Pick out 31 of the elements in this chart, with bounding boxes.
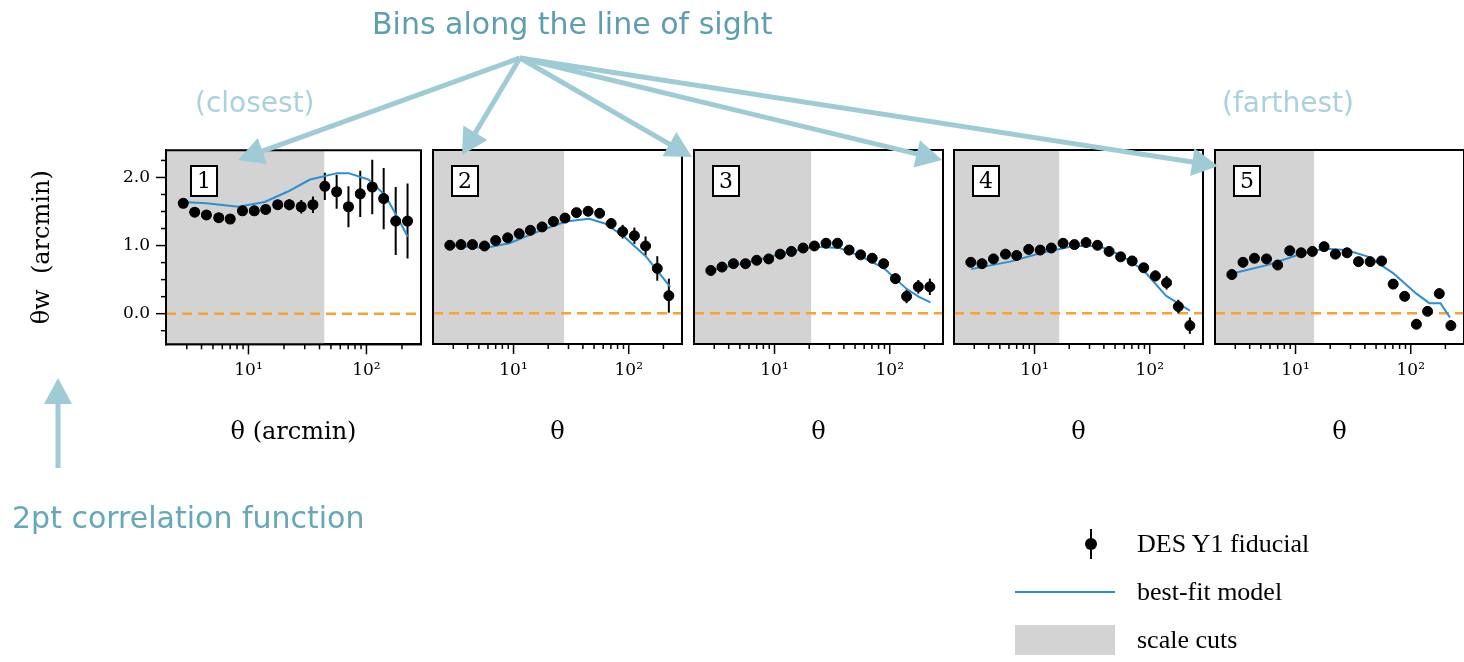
text: Bins along the line of sight bbox=[372, 6, 773, 41]
x-axis-title: θ bbox=[550, 416, 565, 445]
x-tick-label: 10² bbox=[1396, 358, 1425, 379]
y-axis-title: θw (arcmin) bbox=[26, 170, 55, 325]
legend-label: scale cuts bbox=[1137, 625, 1238, 655]
legend-label: DES Y1 fiducial bbox=[1137, 529, 1310, 559]
x-tick-label: 10¹ bbox=[760, 358, 789, 379]
x-tick-label: 10² bbox=[1135, 358, 1164, 379]
x-tick-label: 10² bbox=[614, 358, 643, 379]
annotation: 3 bbox=[712, 165, 740, 197]
legend-label: best-fit model bbox=[1137, 577, 1283, 607]
x-axis-title: θ bbox=[1332, 416, 1347, 445]
text: 2pt correlation function bbox=[12, 500, 365, 535]
x-axis-title: θ bbox=[811, 416, 826, 445]
y-tick-label: 2.0 bbox=[122, 165, 150, 186]
annotation: 4 bbox=[972, 165, 1000, 197]
x-tick-label: 10¹ bbox=[1020, 358, 1049, 379]
y-tick-label: 0.0 bbox=[122, 301, 150, 322]
x-tick-label: 10² bbox=[875, 358, 904, 379]
x-tick-label: 10² bbox=[352, 358, 381, 379]
y-tick-label: 1.0 bbox=[122, 233, 150, 254]
text: (farthest) bbox=[1222, 86, 1354, 119]
annotation: 1 bbox=[190, 165, 218, 197]
x-axis-title: θ (arcmin) bbox=[230, 417, 357, 446]
x-axis-title: θ bbox=[1071, 416, 1086, 445]
annotation: 2 bbox=[451, 165, 479, 197]
annotation: 5 bbox=[1233, 165, 1261, 197]
x-tick-label: 10¹ bbox=[1281, 358, 1310, 379]
x-tick-label: 10¹ bbox=[234, 358, 263, 379]
text: (closest) bbox=[195, 86, 315, 119]
x-tick-label: 10¹ bbox=[499, 358, 528, 379]
